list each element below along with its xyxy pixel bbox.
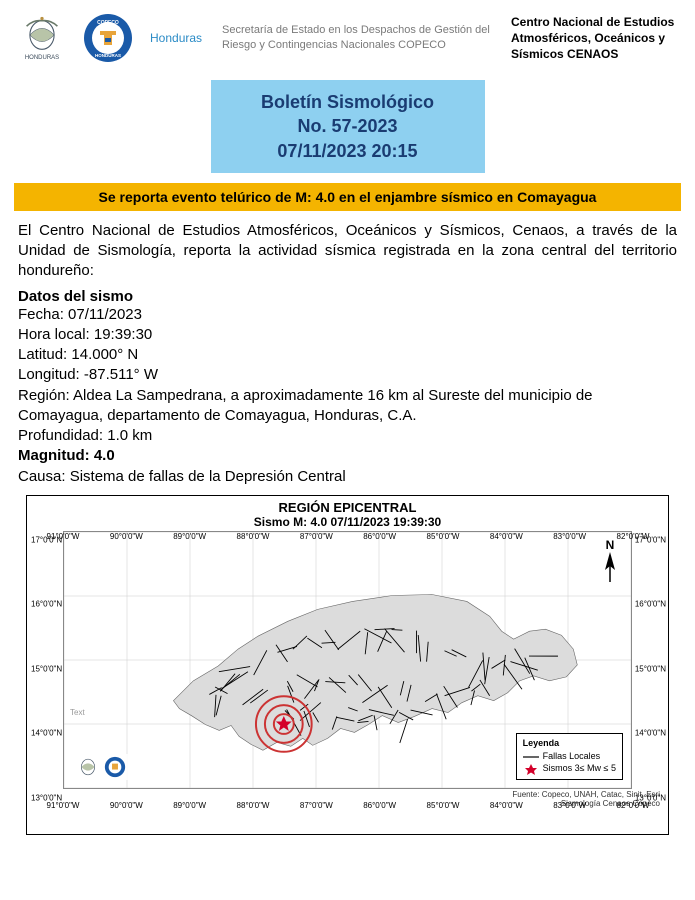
x-tick: 84°0'0"W [490, 532, 523, 541]
data-section-title: Datos del sismo [0, 282, 695, 305]
x-tick: 90°0'0"W [110, 532, 143, 541]
x-tick: 85°0'0"W [427, 532, 460, 541]
x-tick: 87°0'0"W [300, 801, 333, 810]
legend-quakes-label: Sismos 3≤ Mw ≤ 5 [543, 763, 616, 775]
copeco-mini-icon [104, 756, 126, 778]
x-tick: 88°0'0"W [237, 532, 270, 541]
lon-row: Longitud: -87.511° W [18, 365, 677, 385]
y-tick: 15°0'0"N [31, 664, 61, 673]
causa-row: Causa: Sistema de fallas de la Depresión… [18, 467, 677, 487]
y-tick: 13°0'0"N [31, 793, 61, 802]
bulletin-title-box: Boletín Sismológico No. 57-2023 07/11/20… [211, 80, 485, 173]
header: HONDURAS COPECO HONDURAS Honduras Secret… [0, 0, 695, 74]
x-tick: 88°0'0"W [237, 801, 270, 810]
north-arrow-icon: N [595, 538, 625, 584]
north-label: N [606, 538, 615, 552]
map-title: REGIÓN EPICENTRAL [27, 496, 668, 515]
x-tick: 86°0'0"W [363, 532, 396, 541]
prof-row: Profundidad: 1.0 km [18, 426, 677, 446]
map-footer-logos [72, 754, 130, 780]
x-tick: 83°0'0"W [553, 532, 586, 541]
quake-data-list: Fecha: 07/11/2023 Hora local: 19:39:30 L… [0, 305, 695, 487]
legend-quakes-row: Sismos 3≤ Mw ≤ 5 [523, 763, 616, 775]
bulletin-line2: No. 57-2023 [219, 114, 477, 138]
x-tick: 85°0'0"W [427, 801, 460, 810]
y-tick: 17°0'0"N [635, 535, 666, 544]
map-container: REGIÓN EPICENTRAL Sismo M: 4.0 07/11/202… [26, 495, 669, 835]
legend-faults-row: Fallas Locales [523, 751, 616, 763]
x-tick: 89°0'0"W [173, 801, 206, 810]
bulletin-line3: 07/11/2023 20:15 [219, 139, 477, 163]
center-name-label: Centro Nacional de Estudios Atmosféricos… [511, 14, 681, 63]
x-tick: 83°0'0"W [553, 801, 586, 810]
mag-row: Magnitud: 4.0 [18, 446, 677, 466]
map-canvas: N Leyenda Fallas Locales Sismos 3≤ Mw ≤ … [63, 531, 632, 789]
department-label: Secretaría de Estado en los Despachos de… [222, 23, 501, 53]
svg-text:COPECO: COPECO [97, 20, 119, 26]
lat-row: Latitud: 14.000° N [18, 345, 677, 365]
honduras-mini-icon [76, 756, 100, 778]
y-tick: 16°0'0"N [31, 600, 61, 609]
svg-text:HONDURAS: HONDURAS [95, 53, 121, 58]
x-tick: 84°0'0"W [490, 801, 523, 810]
honduras-label: HONDURAS [25, 55, 59, 61]
map-subtitle: Sismo M: 4.0 07/11/2023 19:39:30 [27, 515, 668, 531]
fecha-row: Fecha: 07/11/2023 [18, 305, 677, 325]
y-tick: 15°0'0"N [635, 664, 666, 673]
x-tick: 86°0'0"W [363, 801, 396, 810]
legend-faults-label: Fallas Locales [543, 751, 601, 763]
y-tick: 16°0'0"N [635, 600, 666, 609]
x-tick: 87°0'0"W [300, 532, 333, 541]
copeco-logo-icon: COPECO HONDURAS [80, 10, 136, 66]
honduras-coat-of-arms-icon: HONDURAS [14, 10, 70, 66]
alert-bar: Se reporta evento telúrico de M: 4.0 en … [14, 183, 681, 211]
country-label: Honduras [150, 31, 202, 45]
y-tick: 17°0'0"N [31, 535, 61, 544]
hora-row: Hora local: 19:39:30 [18, 325, 677, 345]
y-tick: 14°0'0"N [31, 729, 61, 738]
intro-paragraph: El Centro Nacional de Estudios Atmosféri… [0, 221, 695, 282]
legend-title: Leyenda [523, 738, 616, 750]
x-tick: 89°0'0"W [173, 532, 206, 541]
map-legend: Leyenda Fallas Locales Sismos 3≤ Mw ≤ 5 [516, 733, 623, 780]
bulletin-line1: Boletín Sismológico [219, 90, 477, 114]
y-tick: 13°0'0"N [635, 793, 666, 802]
region-row: Región: Aldea La Sampedrana, a aproximad… [18, 386, 677, 427]
x-tick: 90°0'0"W [110, 801, 143, 810]
map-text-label: Text [70, 708, 85, 717]
y-tick: 14°0'0"N [635, 729, 666, 738]
